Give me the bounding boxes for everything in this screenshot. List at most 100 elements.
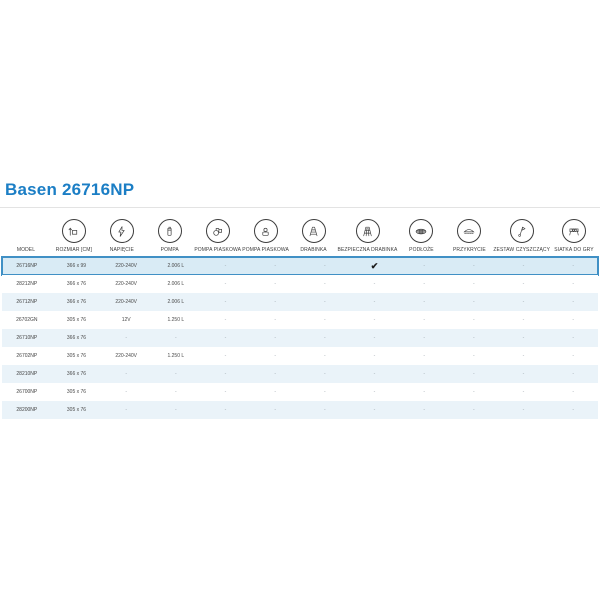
table-row[interactable]: 26702GN 305 x 76 12V 1.250 L - - - - - - - -	[2, 311, 598, 329]
empty-cell: -	[423, 389, 425, 395]
safety-ladder-icon	[355, 219, 380, 243]
model-cell: 26702GN	[16, 317, 38, 323]
empty-cell: -	[323, 335, 326, 341]
page-title: Basen 26716NP	[5, 180, 135, 199]
empty-cell: -	[572, 299, 574, 305]
table-row-selected[interactable]: 26716NP 366 x 99 220-240V 2.006 L - - - ✔ - - - -	[1, 256, 599, 276]
empty-cell: -	[572, 263, 574, 269]
empty-cell: -	[373, 371, 376, 377]
empty-cell: -	[224, 353, 227, 359]
value-cell: 366 x 99	[66, 263, 87, 269]
column-label: PRZYKRYCIE	[452, 247, 486, 253]
pool-cover-icon	[457, 219, 482, 243]
empty-cell: -	[472, 407, 475, 413]
empty-cell: -	[472, 389, 475, 395]
empty-cell: -	[125, 371, 127, 377]
empty-cell: -	[174, 335, 177, 341]
empty-cell: -	[472, 317, 475, 323]
table-row[interactable]: 26712NP 366 x 76 220-240V 2.006 L - - - - - - - -	[2, 293, 598, 311]
sand-pump-2-icon	[253, 219, 278, 243]
empty-cell: -	[472, 263, 475, 269]
empty-cell: -	[125, 389, 127, 395]
value-cell: 220-240V	[115, 299, 137, 305]
empty-cell: -	[472, 371, 475, 377]
empty-cell: -	[224, 407, 227, 413]
empty-cell: -	[423, 299, 425, 305]
empty-cell: -	[224, 371, 227, 377]
empty-cell: -	[423, 317, 425, 323]
empty-cell: -	[522, 407, 525, 413]
checkmark-cell: ✔	[370, 260, 379, 271]
table-row[interactable]: 26700NP 305 x 76 - - - - - - - - - -	[2, 383, 598, 401]
empty-cell: -	[274, 281, 276, 287]
empty-cell: -	[522, 353, 525, 359]
table-row[interactable]: 28200NP 305 x 76 - - - - - - - - - -	[2, 401, 598, 419]
value-cell: 2.006 L	[167, 299, 185, 305]
model-cell: 26716NP	[16, 263, 38, 269]
value-cell: 305 x 76	[66, 389, 87, 395]
empty-cell: -	[224, 335, 227, 341]
column-label: BEZPIECZNA DRABINKA	[337, 247, 398, 253]
table-body: 26716NP 366 x 99 220-240V 2.006 L - - - ✔ - - - - 28…	[1, 256, 599, 419]
empty-cell: -	[323, 317, 326, 323]
empty-cell: -	[522, 317, 525, 323]
empty-cell: -	[423, 335, 425, 341]
empty-cell: -	[472, 299, 475, 305]
empty-cell: -	[274, 317, 276, 323]
column-header-pompa: POMPA	[146, 211, 194, 256]
empty-cell: -	[174, 371, 177, 377]
spec-table: MODEL ROZMIAR [CM] NAPIĘCIE	[1, 211, 599, 419]
empty-cell: -	[522, 371, 525, 377]
value-cell: 220-240V	[115, 281, 137, 287]
value-cell: 366 x 76	[66, 335, 87, 341]
table-row[interactable]: 26710NP 366 x 76 - - - - - - - - - -	[2, 329, 598, 347]
empty-cell: -	[373, 281, 376, 287]
column-header-pompa-piaskowa: POMPA PIASKOWA	[194, 211, 242, 256]
model-cell: 26702NP	[16, 353, 38, 359]
value-cell: 220-240V	[115, 353, 137, 359]
value-cell: 12V	[121, 317, 131, 323]
column-header-bezpieczna-drabinka: BEZPIECZNA DRABINKA	[338, 211, 398, 256]
column-label: ROZMIAR [CM]	[55, 247, 92, 253]
value-cell: 305 x 76	[66, 353, 87, 359]
empty-cell: -	[274, 299, 276, 305]
empty-cell: -	[572, 389, 574, 395]
value-cell: 366 x 76	[66, 281, 87, 287]
title-divider	[0, 207, 600, 208]
column-header-pompa-piaskowa-2: POMPA PIASKOWA	[242, 211, 290, 256]
empty-cell: -	[373, 335, 376, 341]
empty-cell: -	[522, 299, 525, 305]
empty-cell: -	[373, 407, 376, 413]
empty-cell: -	[174, 389, 177, 395]
empty-cell: -	[423, 263, 425, 269]
empty-cell: -	[572, 407, 574, 413]
column-label: POMPA PIASKOWA	[194, 247, 242, 253]
column-header-przykrycie: PRZYKRYCIE	[445, 211, 493, 256]
game-net-icon	[562, 219, 587, 243]
empty-cell: -	[423, 353, 425, 359]
table-row[interactable]: 28210NP 366 x 76 - - - - - - - - - -	[2, 365, 598, 383]
column-label: POMPA	[160, 247, 179, 253]
value-cell: 1.250 L	[167, 317, 185, 323]
empty-cell: -	[224, 281, 227, 287]
empty-cell: -	[125, 407, 127, 413]
model-cell: 28210NP	[16, 371, 38, 377]
empty-cell: -	[174, 407, 177, 413]
table-row[interactable]: 26702NP 305 x 76 220-240V 1.250 L - - - - - - - -	[2, 347, 598, 365]
table-row[interactable]: 28212NP 366 x 76 220-240V 2.006 L - - - - - - - -	[2, 275, 598, 293]
value-cell: 305 x 76	[66, 407, 87, 413]
empty-cell: -	[274, 263, 276, 269]
empty-cell: -	[323, 281, 326, 287]
column-label: NAPIĘCIE	[109, 247, 134, 253]
empty-cell: -	[472, 335, 475, 341]
column-header-zestaw-czyszczacy: ZESTAW CZYSZCZĄCY	[493, 211, 550, 256]
empty-cell: -	[472, 353, 475, 359]
empty-cell: -	[373, 353, 376, 359]
column-label: SIATKA DO GRY	[554, 247, 594, 253]
empty-cell: -	[522, 263, 525, 269]
empty-cell: -	[572, 371, 574, 377]
empty-cell: -	[224, 317, 227, 323]
empty-cell: -	[224, 263, 227, 269]
empty-cell: -	[323, 371, 326, 377]
